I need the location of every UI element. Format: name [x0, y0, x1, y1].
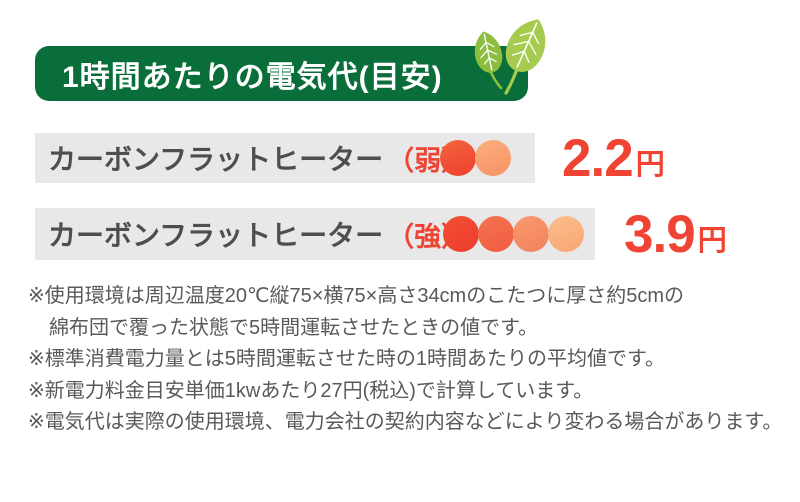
- price-value: 3.9: [624, 204, 696, 264]
- header-banner: 1時間あたりの電気代(目安): [35, 46, 528, 101]
- footnote-line: 綿布団で覆った状態で5時間運転させたときの値です。: [49, 316, 539, 339]
- heat-level-dots: [443, 208, 584, 260]
- heat-dot: [513, 216, 549, 252]
- heat-dot: [443, 216, 479, 252]
- header-title: 1時間あたりの電気代(目安): [62, 60, 443, 94]
- footnote-line: ※電気代は実際の使用環境、電力会社の契約内容などにより変わる場合があります。: [28, 411, 783, 434]
- heater-label: カーボンフラットヒーター: [48, 220, 384, 251]
- footnote-line: ※使用環境は周辺温度20℃縦75×横75×高さ34cmのこたつに厚さ約5cmの: [28, 285, 685, 307]
- small-leaf-stem-icon: [488, 68, 503, 90]
- leaf-decoration: [474, 19, 546, 95]
- small-leaf-icon: [474, 31, 503, 73]
- heat-level-dots: [440, 133, 511, 183]
- large-leaf-icon: [505, 19, 546, 72]
- heater-row-weak: カーボンフラットヒーター （弱）: [35, 133, 535, 183]
- heater-label: カーボンフラットヒーター: [48, 144, 384, 175]
- heat-dot: [440, 140, 476, 176]
- price-unit: 円: [635, 148, 665, 181]
- heat-dot: [548, 216, 584, 252]
- footnotes: ※使用環境は周辺温度20℃縦75×横75×高さ34cmのこたつに厚さ約5cmの …: [28, 281, 790, 439]
- heat-dot: [475, 140, 511, 176]
- footnote-line: ※新電力料金目安単価1kwあたり27円(税込)で計算しています。: [28, 379, 594, 402]
- price-unit: 円: [697, 224, 727, 257]
- price-value: 2.2: [562, 128, 634, 188]
- price-weak: 2.2 円: [562, 128, 665, 188]
- price-strong: 3.9 円: [624, 204, 727, 264]
- heat-dot: [478, 216, 514, 252]
- heater-row-strong: カーボンフラットヒーター （強）: [35, 208, 595, 260]
- footnote-line: ※標準消費電力量とは5時間運転させた時の1時間あたりの平均値です。: [28, 348, 666, 371]
